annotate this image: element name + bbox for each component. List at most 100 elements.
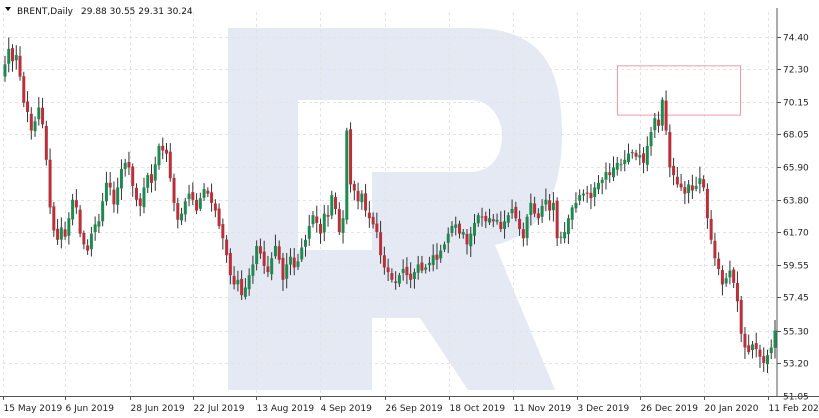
watermark-r-shape <box>228 28 562 390</box>
price-tick-label: 72.30 <box>783 66 809 76</box>
candle-body <box>544 199 548 205</box>
price-tick-label: 68.05 <box>783 131 809 141</box>
candle-body <box>172 177 176 203</box>
candle-body <box>664 100 668 131</box>
time-tick-label: 4 Sep 2019 <box>321 404 373 414</box>
candle-body <box>555 200 559 239</box>
candle-body <box>281 257 285 280</box>
candle-body <box>71 199 75 220</box>
candle-body <box>397 275 401 284</box>
candle-body <box>206 190 210 194</box>
candle-body <box>465 233 469 245</box>
candle-body <box>604 172 608 180</box>
candle-body <box>773 330 777 348</box>
candle-body <box>134 187 138 200</box>
candle-body <box>758 349 762 357</box>
price-tick-label: 63.80 <box>783 197 809 207</box>
candle-body <box>285 264 289 279</box>
candle-body <box>82 232 86 245</box>
candle-body <box>563 232 567 239</box>
candle-body <box>446 233 450 243</box>
candle-body <box>187 193 191 200</box>
candle-body <box>104 182 108 202</box>
candle-body <box>724 278 728 284</box>
candle-body <box>503 221 507 229</box>
candle-body <box>596 182 600 190</box>
candle-body <box>236 279 240 285</box>
candle-body <box>349 129 353 185</box>
candle-body <box>89 233 93 250</box>
candle-body <box>529 202 533 215</box>
candle-body <box>420 262 424 271</box>
candle-body <box>424 267 428 270</box>
candle-body <box>642 153 646 163</box>
candle-body <box>63 229 67 237</box>
candle-body <box>116 187 120 205</box>
candle-body <box>334 197 338 210</box>
triangle-down-icon[interactable] <box>5 7 11 11</box>
candle-body <box>634 152 638 157</box>
candle-body <box>735 282 739 302</box>
highlight-area <box>617 65 741 116</box>
candle-body <box>510 209 514 214</box>
candle-body <box>307 225 311 239</box>
candle-body <box>679 183 683 188</box>
candle-body <box>74 200 78 208</box>
candle-body <box>709 218 713 240</box>
candle-body <box>600 179 604 184</box>
time-tick-label: 18 Oct 2019 <box>450 404 506 414</box>
candle-body <box>176 203 180 220</box>
candle-body <box>303 239 307 247</box>
candle-body <box>506 215 510 223</box>
highlight-box <box>617 65 741 116</box>
candle-body <box>221 224 225 239</box>
candle-body <box>243 287 247 297</box>
candle-body <box>762 356 766 363</box>
candle-body <box>548 200 552 211</box>
candle-body <box>78 209 82 234</box>
candle-body <box>698 178 702 185</box>
candle-body <box>153 164 157 181</box>
candle-body <box>431 255 435 265</box>
candle-body <box>375 223 379 233</box>
candle-body <box>168 151 172 179</box>
candle-body <box>67 218 71 236</box>
candle-body <box>461 232 465 235</box>
candle-body <box>559 236 563 238</box>
chart-header: BRENT,Daily 29.88 30.55 29.31 30.24 <box>5 7 193 17</box>
price-tick-label: 70.15 <box>783 99 809 109</box>
candle-body <box>180 213 184 221</box>
candle-body <box>258 246 262 254</box>
candle-body <box>611 167 615 178</box>
candle-body <box>119 168 123 189</box>
candle-body <box>427 262 431 266</box>
candle-body <box>300 247 304 260</box>
candle-body <box>705 188 709 219</box>
candle-body <box>578 195 582 201</box>
candle-body <box>476 215 480 224</box>
candle-body <box>405 266 409 276</box>
candle-body <box>7 48 11 64</box>
candle-body <box>14 55 18 61</box>
candle-body <box>608 172 612 176</box>
price-tick-label: 61.70 <box>783 229 809 239</box>
candle-body <box>356 190 360 202</box>
candle-body <box>401 269 405 273</box>
candle-body <box>566 218 570 235</box>
candle-body <box>217 208 221 226</box>
candle-body <box>619 164 623 166</box>
candle-body <box>138 198 142 206</box>
candle-body <box>330 195 334 216</box>
candle-body <box>319 223 323 234</box>
candle-body <box>371 216 375 225</box>
candle-body <box>765 355 769 365</box>
candle-body <box>225 239 229 256</box>
candle-body <box>717 258 721 270</box>
candle-body <box>29 113 33 131</box>
time-axis: 15 May 2019 6 Jun 2019 28 Jun 2019 22 Jul 2… <box>0 396 819 414</box>
candle-body <box>518 218 522 230</box>
candle-body <box>720 270 724 285</box>
candle-body <box>18 55 22 77</box>
price-axis: 74.40 72.30 70.15 68.05 65.90 63.80 61.70 59.55… <box>776 8 809 403</box>
